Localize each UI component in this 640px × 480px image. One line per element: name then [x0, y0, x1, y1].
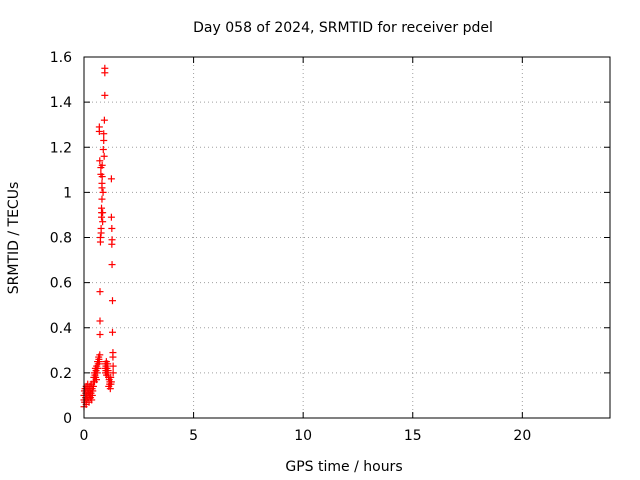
data-point — [88, 396, 96, 404]
data-point — [107, 378, 115, 386]
data-point — [95, 123, 103, 131]
data-point — [107, 175, 115, 183]
data-point — [108, 328, 116, 336]
data-point — [89, 382, 97, 390]
y-tick-label: 0.4 — [50, 321, 72, 337]
x-tick-label: 10 — [294, 428, 312, 444]
data-point — [100, 116, 108, 124]
data-point — [108, 297, 116, 305]
y-tick-label: 0.2 — [50, 366, 72, 382]
data-point — [97, 229, 105, 237]
data-point — [109, 369, 117, 377]
data-point — [109, 362, 117, 370]
data-point — [96, 234, 104, 241]
data-point — [100, 130, 108, 138]
data-point — [108, 224, 116, 232]
data-point — [96, 351, 104, 359]
data-point — [107, 373, 115, 381]
data-point — [99, 209, 107, 217]
data-point — [108, 236, 116, 244]
data-point — [106, 385, 114, 393]
x-tick-label: 0 — [80, 428, 89, 444]
plot-frame — [83, 56, 611, 419]
y-tick-label: 1.6 — [50, 50, 72, 66]
data-point — [101, 91, 109, 99]
data-point — [96, 157, 104, 165]
x-axis-label: GPS time / hours — [285, 459, 402, 475]
data-point — [98, 204, 106, 212]
data-point — [98, 184, 106, 192]
y-tick-label: 1.2 — [50, 140, 72, 156]
data-point — [104, 360, 112, 368]
y-tick-label: 1.4 — [50, 95, 72, 111]
x-tick-label: 5 — [189, 428, 198, 444]
data-point — [99, 218, 107, 226]
data-point — [101, 64, 109, 72]
x-tick-label: 15 — [404, 428, 422, 444]
data-point — [93, 369, 101, 377]
grid — [84, 57, 610, 418]
data-point — [108, 261, 116, 269]
chart-title: Day 058 of 2024, SRMTID for receiver pde… — [193, 20, 493, 36]
data-point — [109, 353, 117, 361]
data-point — [96, 288, 104, 296]
data-point — [99, 188, 107, 196]
y-tick-label: 1 — [63, 185, 72, 201]
axis-ticks: 0 0.2 0.4 0.6 0.8 1 1.2 1.4 1.6 0 5 10 15 20 — [50, 50, 610, 444]
data-point — [100, 136, 108, 144]
data-point — [98, 195, 106, 203]
data-point — [98, 161, 106, 169]
x-tick-label: 20 — [513, 428, 531, 444]
y-tick-label: 0 — [63, 411, 72, 427]
data-point — [92, 376, 100, 384]
data-point — [96, 331, 104, 339]
data-point — [107, 213, 115, 221]
data-point — [89, 387, 97, 395]
data-point — [100, 152, 108, 160]
data-point — [96, 317, 104, 325]
data-point — [95, 358, 103, 366]
y-tick-label: 0.8 — [50, 231, 72, 247]
data-point — [104, 367, 112, 375]
data-point — [99, 146, 107, 154]
y-tick-label: 0.6 — [50, 276, 72, 292]
data-point — [98, 173, 106, 181]
data-points — [80, 64, 117, 411]
y-axis-label: SRMTID / TECUs — [6, 182, 22, 295]
